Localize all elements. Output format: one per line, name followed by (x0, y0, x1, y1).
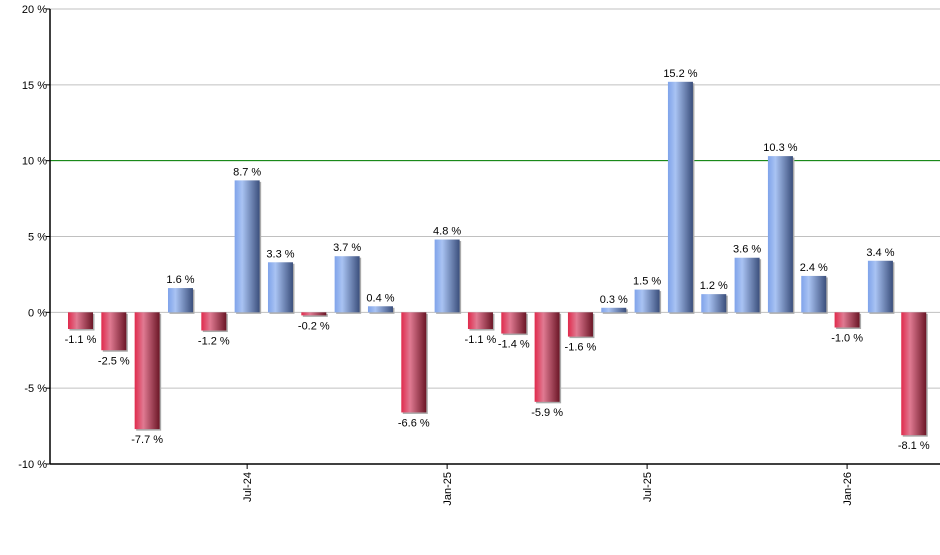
data-label: -1.6 % (565, 342, 597, 354)
bar (601, 307, 627, 313)
data-label: -1.1 % (465, 334, 497, 346)
bar (534, 312, 560, 402)
bar (501, 312, 527, 334)
x-tick-label: Jul-24 (242, 472, 254, 502)
bar (167, 288, 193, 313)
bar (834, 312, 860, 328)
y-tick-label: 0 % (28, 307, 47, 319)
data-label: 15.2 % (663, 68, 697, 80)
y-tick-label: 5 % (28, 232, 47, 244)
data-label: 4.8 % (433, 226, 461, 238)
bar (367, 306, 393, 313)
data-label: -8.1 % (898, 440, 930, 452)
data-label: 10.3 % (763, 142, 797, 154)
data-label: 1.2 % (700, 280, 728, 292)
data-label: -6.6 % (398, 417, 430, 429)
bar (301, 312, 327, 316)
bar (401, 312, 427, 413)
y-tick-label: -10 % (18, 459, 47, 471)
data-label: 8.7 % (233, 166, 261, 178)
data-label: -2.5 % (98, 355, 130, 367)
data-label: -7.7 % (131, 434, 163, 446)
data-label: -1.2 % (198, 336, 230, 348)
y-tick-label: -5 % (24, 383, 47, 395)
bar (334, 256, 360, 313)
data-label: 0.3 % (600, 294, 628, 306)
bar (734, 257, 760, 313)
bar (201, 312, 227, 331)
data-label: -1.1 % (65, 334, 97, 346)
bar (134, 312, 160, 430)
x-tick-label: Jan-25 (442, 472, 454, 506)
data-label: 1.5 % (633, 276, 661, 288)
bar (667, 81, 693, 313)
data-label: 3.6 % (733, 244, 761, 256)
x-tick-label: Jul-25 (642, 472, 654, 502)
data-label: -0.2 % (298, 320, 330, 332)
y-tick-label: 15 % (22, 80, 47, 92)
bar (901, 312, 927, 436)
bar (767, 156, 793, 313)
bar (434, 239, 460, 313)
bar (634, 289, 660, 313)
data-label: 0.4 % (366, 292, 394, 304)
bar (101, 312, 127, 351)
bar (234, 180, 260, 313)
data-label: -1.4 % (498, 339, 530, 351)
bar (467, 312, 493, 330)
bar (68, 312, 93, 330)
data-label: 3.3 % (266, 248, 294, 260)
data-label: 3.7 % (333, 242, 361, 254)
y-tick-label: 20 % (22, 4, 47, 16)
bar (867, 260, 893, 313)
x-tick-label: Jan-26 (842, 472, 854, 506)
data-label: 2.4 % (800, 262, 828, 274)
data-label: 1.6 % (166, 274, 194, 286)
y-tick-label: 10 % (22, 156, 47, 168)
bar (267, 262, 293, 313)
bar (701, 294, 727, 313)
bar (567, 312, 593, 337)
data-label: -5.9 % (531, 407, 563, 419)
data-label: -1.0 % (831, 333, 863, 345)
bar (801, 275, 827, 313)
data-label: 3.4 % (866, 247, 894, 259)
